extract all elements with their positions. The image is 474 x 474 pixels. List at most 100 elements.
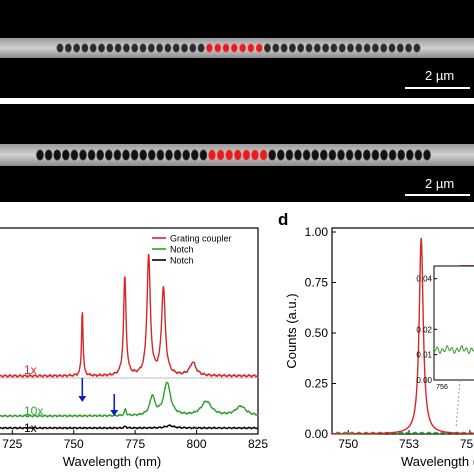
trace-label-c: 1x bbox=[24, 363, 37, 377]
photonic-hole bbox=[263, 43, 271, 53]
photonic-hole bbox=[56, 43, 64, 53]
photonic-hole bbox=[96, 149, 105, 161]
photonic-hole bbox=[259, 149, 268, 161]
photonic-hole bbox=[139, 149, 148, 161]
photonic-hole bbox=[181, 43, 189, 53]
photonic-hole bbox=[190, 149, 199, 161]
scale-bar-top bbox=[405, 87, 470, 89]
photonic-hole bbox=[380, 149, 388, 161]
x-tick-label-c: 750 bbox=[64, 437, 84, 451]
y-tick-label-d: 0.50 bbox=[305, 326, 329, 340]
photonic-hole bbox=[122, 149, 130, 161]
inset-connector bbox=[455, 379, 461, 429]
photonic-hole bbox=[338, 43, 346, 53]
photonic-hole bbox=[388, 149, 397, 161]
photonic-hole bbox=[337, 149, 345, 161]
photonic-hole bbox=[131, 43, 139, 53]
plot-frame-c bbox=[0, 227, 259, 435]
photonic-hole bbox=[305, 43, 313, 53]
scale-bar-bottom bbox=[405, 194, 470, 196]
photonic-hole bbox=[130, 149, 139, 161]
photonic-hole bbox=[53, 149, 62, 161]
photonic-hole bbox=[294, 149, 302, 161]
photonic-hole bbox=[214, 43, 222, 53]
photonic-hole bbox=[164, 43, 172, 53]
x-tick-label-c: 725 bbox=[2, 437, 22, 451]
photonic-hole bbox=[225, 149, 234, 161]
photonic-hole bbox=[114, 43, 122, 53]
photonic-hole bbox=[272, 43, 280, 53]
photonic-hole bbox=[70, 149, 79, 161]
photonic-hole bbox=[44, 149, 53, 161]
photonic-hole bbox=[239, 43, 247, 53]
photonic-hole bbox=[346, 43, 354, 53]
photonic-hole bbox=[396, 43, 404, 53]
x-tick-label-d: 750 bbox=[338, 437, 358, 451]
inset-x-tick-label: 756 bbox=[436, 384, 448, 391]
photonic-hole bbox=[247, 43, 255, 53]
photonic-hole bbox=[319, 149, 328, 161]
photonic-hole bbox=[297, 43, 305, 53]
trace-label-c: 10x bbox=[24, 404, 43, 418]
plot-frame-d bbox=[331, 227, 474, 435]
photonic-hole bbox=[405, 43, 413, 53]
x-tick-label-d: 756 bbox=[460, 437, 474, 451]
series-line-c-0 bbox=[0, 253, 259, 379]
photonic-hole bbox=[73, 43, 81, 53]
photonic-hole bbox=[328, 149, 337, 161]
scale-label-top: 2 µm bbox=[425, 68, 455, 83]
photonic-hole bbox=[354, 149, 363, 161]
x-tick-label-c: 775 bbox=[125, 437, 145, 451]
photonic-hole bbox=[285, 149, 294, 161]
marker-arrow-head bbox=[110, 410, 119, 416]
trace-label-c: 1x bbox=[24, 421, 37, 435]
inset-y-tick-label: 0.02 bbox=[416, 325, 432, 334]
waveguide-bottom bbox=[0, 144, 474, 166]
photonic-hole bbox=[89, 43, 97, 53]
y-tick-label-d: 0.75 bbox=[305, 276, 329, 290]
photonic-hole bbox=[413, 43, 421, 53]
x-tick-label-c: 800 bbox=[187, 437, 207, 451]
photonic-hole bbox=[230, 43, 238, 53]
photonic-hole bbox=[414, 149, 423, 161]
photonic-hole bbox=[165, 149, 173, 161]
photonic-hole bbox=[255, 43, 263, 53]
photonic-hole bbox=[87, 149, 96, 161]
photonic-hole bbox=[345, 149, 354, 161]
scale-label-bottom: 2 µm bbox=[425, 176, 455, 191]
photonic-hole bbox=[371, 149, 380, 161]
photonic-hole bbox=[280, 43, 288, 53]
photonic-hole bbox=[182, 149, 191, 161]
y-tick-label-d: 1.00 bbox=[305, 225, 329, 239]
photonic-hole bbox=[251, 149, 259, 161]
y-tick-label-d: 0.00 bbox=[305, 427, 329, 441]
photonic-hole bbox=[61, 149, 70, 161]
photonic-hole bbox=[322, 43, 330, 53]
photonic-hole bbox=[311, 149, 320, 161]
x-axis-label-d: Wavelength ( bbox=[401, 454, 474, 469]
photonic-hole bbox=[197, 43, 205, 53]
photonic-hole bbox=[156, 149, 165, 161]
photonic-hole bbox=[362, 149, 371, 161]
photonic-hole bbox=[233, 149, 242, 161]
photonic-hole bbox=[156, 43, 164, 53]
photonic-hole bbox=[81, 43, 89, 53]
x-tick-label-d: 753 bbox=[399, 437, 419, 451]
photonic-hole bbox=[330, 43, 338, 53]
sem-image-top: 2 µm bbox=[0, 0, 474, 98]
photonic-hole bbox=[208, 149, 216, 161]
photonic-hole bbox=[36, 149, 44, 161]
chart-panel-d: 0.00 0.25 0.50 0.75 1.00 750 753 756 Counts (a.u… bbox=[284, 225, 474, 469]
y-axis-label-d: Counts (a.u.) bbox=[284, 293, 299, 368]
series-line-d-red bbox=[332, 238, 474, 435]
legend-label-c: Grating coupler bbox=[170, 234, 232, 244]
x-axis-label-c: Wavelength (nm) bbox=[63, 454, 162, 469]
photonic-hole bbox=[423, 149, 431, 161]
photonic-hole bbox=[397, 149, 406, 161]
series-line-c-1 bbox=[0, 381, 259, 418]
legend-label-c: Notch bbox=[170, 256, 194, 266]
inset-series-line bbox=[433, 344, 474, 355]
photonic-hole bbox=[222, 43, 230, 53]
photonic-hole bbox=[189, 43, 197, 53]
inset-y-tick-label: 0.01 bbox=[416, 351, 432, 360]
